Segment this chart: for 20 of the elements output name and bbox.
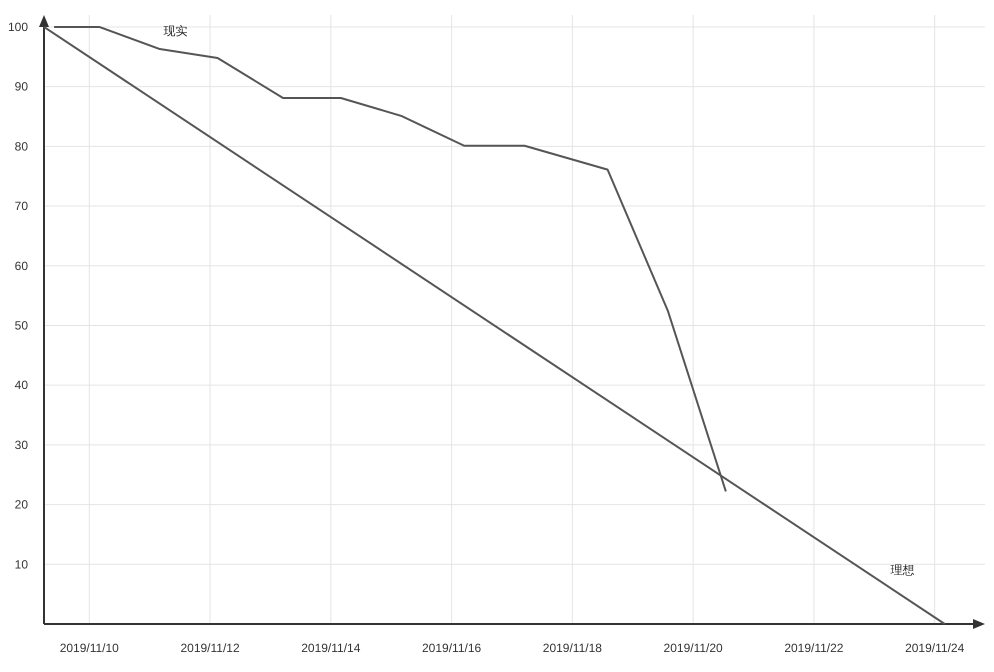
x-tick-label: 2019/11/20 (664, 641, 724, 655)
x-tick-label: 2019/11/22 (784, 641, 844, 655)
x-tick-label: 2019/11/16 (422, 641, 482, 655)
y-tick-label: 70 (14, 199, 28, 214)
y-tick-label: 100 (8, 20, 28, 34)
series-label: 现实 (164, 24, 188, 38)
y-tick-label: 20 (14, 498, 28, 512)
y-tick-label: 40 (14, 378, 28, 392)
y-tick-label: 50 (14, 318, 28, 332)
x-tick-label: 2019/11/12 (180, 641, 240, 655)
series-label: 理想 (890, 563, 915, 577)
y-tick-label: 60 (14, 258, 28, 273)
y-tick-label: 80 (14, 139, 28, 154)
x-tick-label: 2019/11/10 (60, 641, 120, 655)
x-tick-label: 2019/11/24 (905, 641, 965, 655)
x-tick-label: 2019/11/14 (301, 641, 361, 655)
y-tick-label: 30 (14, 438, 28, 452)
x-tick-label: 2019/11/18 (542, 641, 602, 655)
y-tick-label: 10 (14, 557, 28, 572)
y-tick-label: 90 (14, 80, 28, 94)
